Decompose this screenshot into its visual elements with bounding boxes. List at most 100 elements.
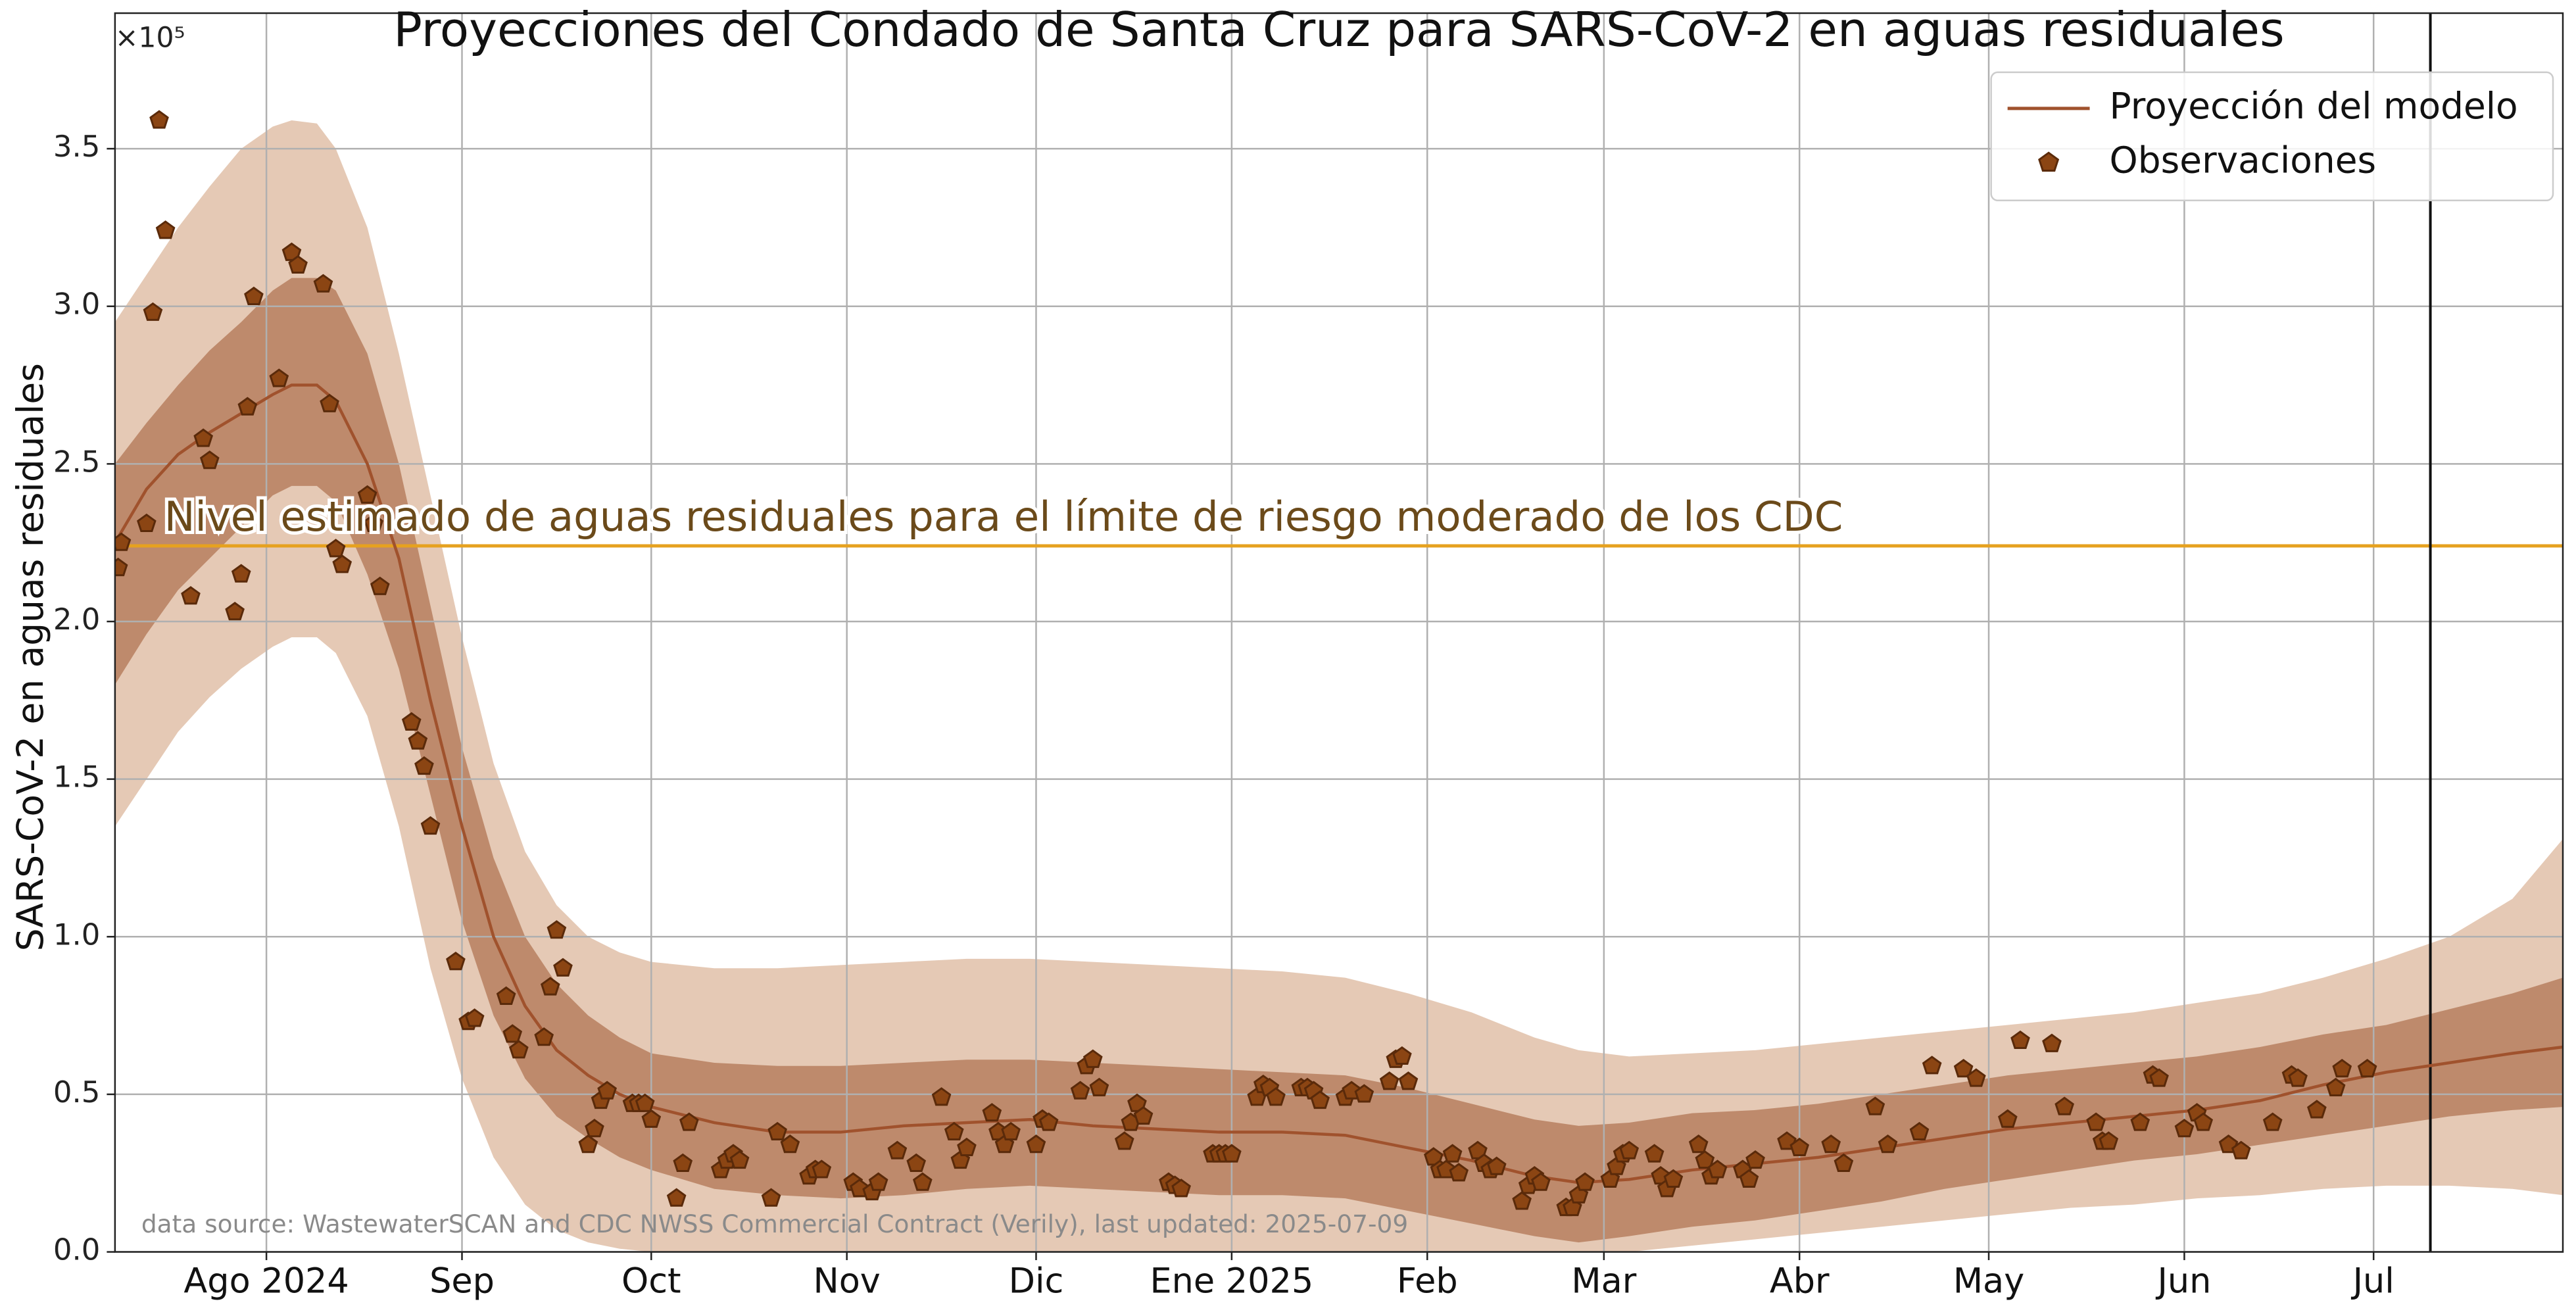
- uncertainty-band: [114, 120, 2564, 1252]
- observation: [812, 1159, 832, 1179]
- legend-label: Proyección del modelo: [2110, 85, 2518, 127]
- observation: [199, 450, 220, 470]
- x-tick-label: Mar: [1571, 1261, 1636, 1302]
- observation: [1739, 1169, 1759, 1188]
- observation: [193, 428, 213, 447]
- observation: [957, 1137, 977, 1157]
- observation: [414, 756, 434, 775]
- observation: [181, 586, 201, 605]
- y-tick-label: 0.0: [53, 1232, 101, 1267]
- observation: [931, 1087, 952, 1106]
- observation: [269, 368, 289, 387]
- observation: [114, 557, 128, 577]
- observation: [1789, 1137, 1810, 1157]
- observation: [2042, 1033, 2062, 1052]
- observation: [320, 393, 339, 412]
- observation: [1114, 1131, 1134, 1150]
- observation: [1026, 1134, 1046, 1154]
- observation: [1486, 1156, 1507, 1175]
- observation: [1619, 1140, 1640, 1159]
- observation: [635, 1093, 655, 1112]
- observation: [912, 1172, 933, 1191]
- source-annotation: data source: WastewaterSCAN and CDC NWSS…: [141, 1209, 1408, 1238]
- observation: [1379, 1071, 1399, 1090]
- observation: [364, 513, 384, 533]
- observation: [906, 1153, 927, 1172]
- observation: [1133, 1106, 1154, 1125]
- observation: [578, 1134, 598, 1154]
- observation: [1695, 1150, 1715, 1169]
- observation: [2332, 1058, 2352, 1078]
- observation: [1878, 1134, 1898, 1154]
- observation: [231, 564, 251, 583]
- observation: [2054, 1096, 2074, 1115]
- observation: [1001, 1121, 1021, 1141]
- x-tick-label: Nov: [814, 1261, 881, 1302]
- observation: [1266, 1087, 1286, 1106]
- observation: [761, 1188, 781, 1207]
- y-tick-label: 1.5: [53, 760, 101, 794]
- observation: [237, 397, 258, 416]
- observation: [1070, 1081, 1090, 1100]
- observation: [2099, 1131, 2119, 1150]
- y-tick-label: 3.0: [53, 287, 101, 322]
- x-tick-label: Ago 2024: [183, 1261, 349, 1302]
- observation: [1575, 1172, 1595, 1191]
- observation: [2288, 1068, 2308, 1087]
- observation: [2307, 1100, 2327, 1119]
- observation: [332, 554, 352, 573]
- observation: [408, 731, 428, 750]
- observation: [1398, 1071, 1419, 1090]
- observation: [1688, 1134, 1709, 1154]
- observation: [982, 1103, 1002, 1122]
- observation: [143, 302, 163, 321]
- observation: [641, 1109, 662, 1128]
- observation: [1222, 1144, 1242, 1163]
- observation: [288, 255, 308, 274]
- observation: [1821, 1134, 1841, 1154]
- observation: [1082, 1049, 1103, 1068]
- observation: [780, 1134, 800, 1154]
- x-tick-label: Dic: [1009, 1261, 1064, 1302]
- observation: [1392, 1046, 1412, 1065]
- observation: [2231, 1140, 2251, 1159]
- observation: [597, 1081, 617, 1100]
- observation: [225, 602, 245, 621]
- observation: [729, 1150, 750, 1169]
- legend-label: Observaciones: [2110, 139, 2377, 181]
- observation: [149, 110, 169, 129]
- observation: [534, 1027, 554, 1046]
- observation: [326, 539, 346, 558]
- observation: [944, 1121, 964, 1141]
- x-tick-label: Jul: [2351, 1261, 2394, 1302]
- y-tick-label: 1.0: [53, 917, 101, 952]
- plot-area: [114, 13, 2564, 1252]
- observation: [673, 1153, 693, 1172]
- observation: [1953, 1058, 1974, 1078]
- observation: [2149, 1068, 2169, 1087]
- observation: [1512, 1191, 1532, 1210]
- x-tick-label: Jun: [2155, 1261, 2211, 1302]
- x-tick-label: Oct: [621, 1261, 681, 1302]
- observation: [868, 1172, 888, 1191]
- x-tick-label: Feb: [1397, 1261, 1458, 1302]
- x-tick-label: Abr: [1770, 1261, 1830, 1302]
- observation: [137, 513, 157, 533]
- observation: [313, 274, 333, 293]
- observation: [1663, 1169, 1684, 1188]
- observation: [155, 220, 176, 239]
- observation: [767, 1121, 787, 1141]
- observation: [446, 952, 466, 971]
- observation: [2174, 1119, 2195, 1138]
- observation: [666, 1188, 687, 1207]
- model-line: [114, 383, 2564, 1184]
- observation: [1909, 1121, 1930, 1141]
- observation: [1745, 1150, 1765, 1169]
- plot-frame: [114, 12, 2564, 1253]
- observation: [553, 958, 573, 977]
- x-tick-label: Ene 2025: [1150, 1261, 1313, 1302]
- observation: [496, 986, 516, 1005]
- observation: [1531, 1172, 1551, 1191]
- observation: [244, 286, 264, 305]
- observation: [1865, 1096, 1885, 1115]
